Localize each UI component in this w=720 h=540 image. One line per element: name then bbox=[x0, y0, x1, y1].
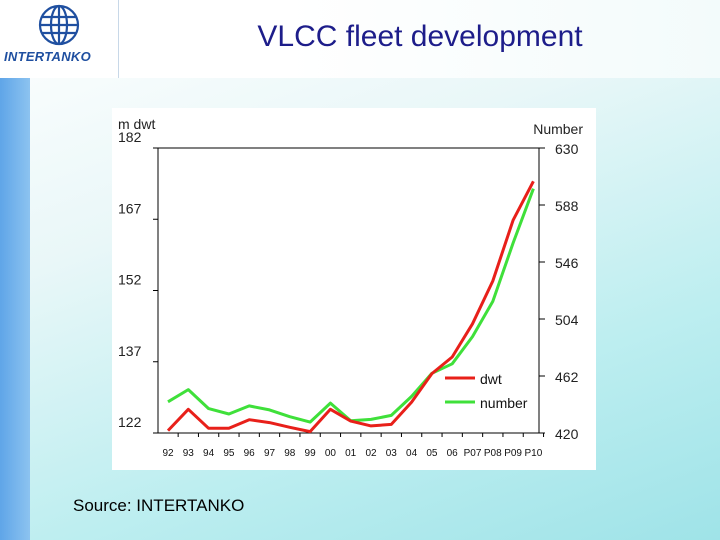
y-tick-label-right: 504 bbox=[555, 312, 579, 328]
y-axis-label-left: m dwt bbox=[118, 116, 155, 132]
logo-text: INTERTANKO bbox=[4, 49, 92, 64]
x-tick-label: 01 bbox=[345, 448, 357, 459]
x-tick-label: P07 bbox=[464, 448, 482, 459]
series-line-dwt bbox=[166, 180, 535, 434]
x-tick-label: P10 bbox=[525, 448, 543, 459]
left-accent-bar bbox=[0, 78, 30, 540]
y-tick-label-right: 462 bbox=[555, 369, 579, 385]
x-tick-label: 94 bbox=[203, 448, 215, 459]
y-tick-label-right: 588 bbox=[555, 198, 579, 214]
x-tick-label: 97 bbox=[264, 448, 276, 459]
x-tick-label: 95 bbox=[223, 448, 235, 459]
y-tick-label-left: 167 bbox=[118, 200, 142, 216]
header-band bbox=[0, 0, 720, 78]
x-tick-label: 00 bbox=[325, 448, 337, 459]
y-tick-label-left: 122 bbox=[118, 414, 142, 430]
y-tick-label-left: 137 bbox=[118, 343, 142, 359]
x-tick-label: 96 bbox=[244, 448, 256, 459]
plot-area bbox=[157, 147, 540, 434]
y-tick-label-right: 546 bbox=[555, 255, 579, 271]
x-tick-label: 05 bbox=[426, 448, 438, 459]
x-tick-label: 04 bbox=[406, 448, 418, 459]
y-tick-label-left: 152 bbox=[118, 272, 142, 288]
y-tick-label-right: 420 bbox=[555, 426, 579, 442]
x-tick-label: P08 bbox=[484, 448, 502, 459]
x-tick-label: 06 bbox=[447, 448, 459, 459]
legend: dwt number bbox=[445, 371, 528, 411]
y-tick-label-right: 630 bbox=[555, 141, 579, 157]
source-note: Source: INTERTANKO bbox=[73, 496, 245, 515]
x-tick-label: 93 bbox=[183, 448, 195, 459]
globe-icon bbox=[38, 4, 80, 46]
x-tick-label: 02 bbox=[365, 448, 377, 459]
x-tick-label: P09 bbox=[504, 448, 522, 459]
page-title: VLCC fleet development bbox=[257, 20, 583, 53]
x-tick-label: 03 bbox=[386, 448, 398, 459]
y-tick-label-left: 182 bbox=[118, 129, 142, 145]
x-tick-label: 98 bbox=[284, 448, 296, 459]
x-tick-label: 92 bbox=[162, 448, 174, 459]
legend-label-number: number bbox=[480, 395, 528, 411]
legend-label-dwt: dwt bbox=[480, 371, 502, 387]
x-tick-label: 99 bbox=[305, 448, 317, 459]
y-axis-label-right: Number bbox=[533, 121, 583, 137]
logo: INTERTANKO bbox=[0, 0, 119, 78]
